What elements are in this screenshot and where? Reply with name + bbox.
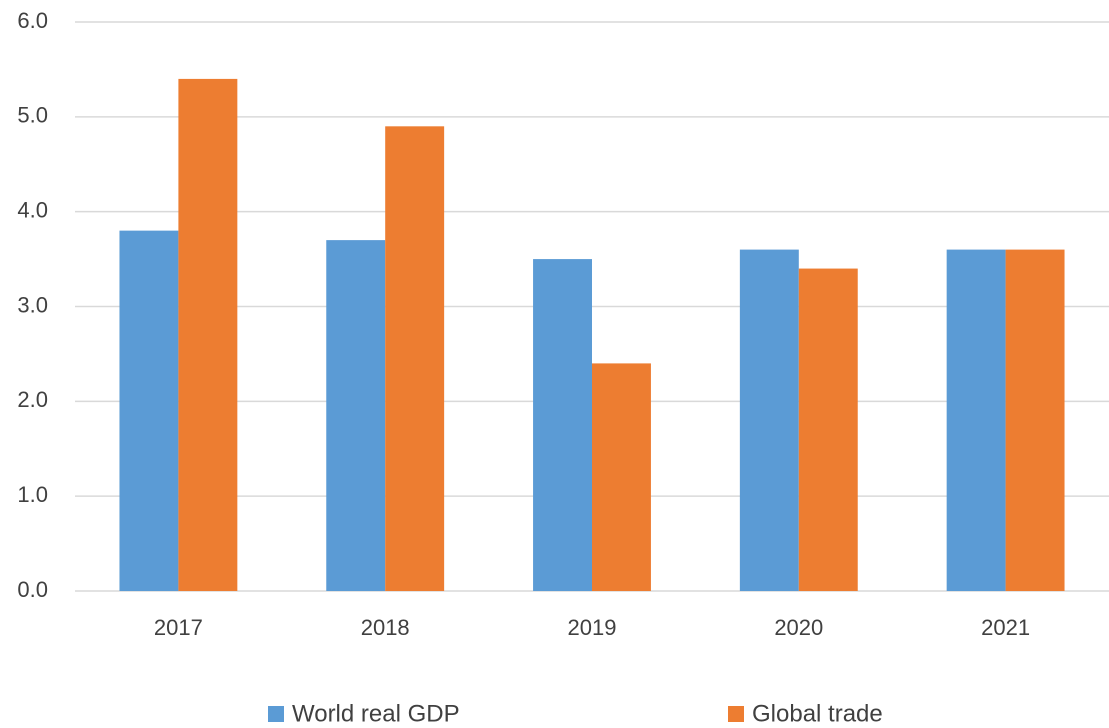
x-tick-label: 2020 (774, 615, 823, 640)
y-tick-label: 3.0 (17, 292, 48, 317)
bar (1005, 249, 1065, 591)
bar (326, 240, 386, 591)
legend-label: World real GDP (292, 700, 460, 727)
y-tick-label: 0.0 (17, 577, 48, 602)
x-tick-label: 2021 (981, 615, 1030, 640)
bar (592, 363, 651, 591)
x-tick-label: 2019 (568, 615, 617, 640)
bar (533, 259, 592, 591)
y-tick-label: 5.0 (17, 103, 48, 128)
bar (178, 78, 238, 591)
legend-swatch (268, 706, 284, 722)
x-tick-label: 2018 (361, 615, 410, 640)
y-tick-label: 2.0 (17, 387, 48, 412)
y-tick-label: 1.0 (17, 482, 48, 507)
legend-swatch (728, 706, 744, 722)
x-tick-label: 2017 (154, 615, 203, 640)
y-tick-label: 4.0 (17, 197, 48, 222)
bar (798, 268, 858, 591)
y-tick-label: 6.0 (17, 8, 48, 33)
bar (739, 249, 799, 591)
bar (119, 230, 179, 591)
legend-label: Global trade (752, 700, 883, 727)
bar (946, 249, 1006, 591)
bar (385, 126, 445, 592)
